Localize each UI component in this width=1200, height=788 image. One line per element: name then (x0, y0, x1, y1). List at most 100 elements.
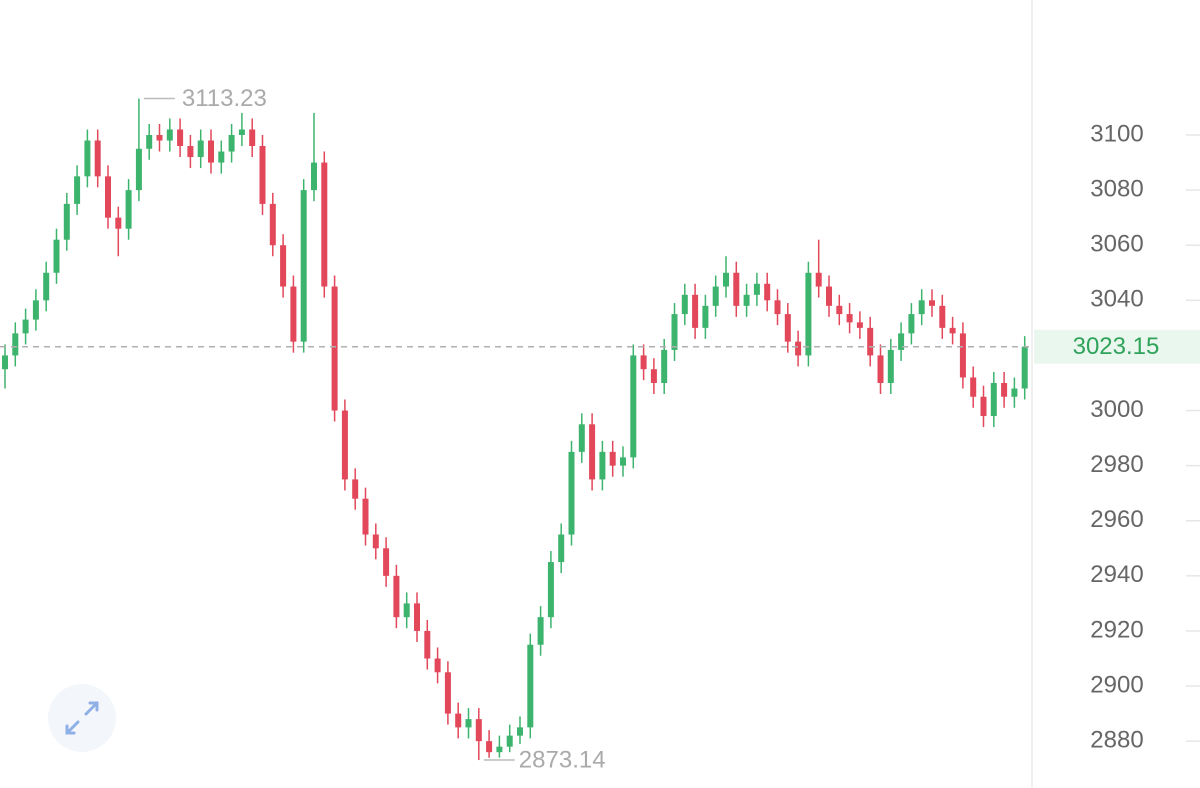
candle-body (990, 382, 997, 417)
candle-body (743, 294, 750, 306)
candle-body (805, 272, 812, 356)
candle-body (867, 327, 874, 356)
candle-body (105, 176, 111, 218)
candle-body (712, 286, 719, 306)
candle-body (877, 355, 884, 383)
candle-body (115, 217, 122, 229)
expand-bg[interactable] (48, 684, 116, 752)
candle-body (53, 239, 60, 273)
candle-body (898, 333, 905, 350)
candle-body (856, 322, 863, 328)
y-tick-label: 3100 (1090, 120, 1143, 147)
candle-body (949, 327, 956, 334)
candle-body (795, 341, 802, 356)
candle-body (218, 151, 225, 163)
candle-body (280, 245, 287, 287)
candle-body (43, 272, 50, 301)
candle-body (537, 617, 544, 645)
candle-body (486, 741, 493, 753)
candle-body (547, 562, 554, 618)
candle-body (228, 135, 235, 152)
candle-body (12, 333, 19, 356)
candle-body (156, 135, 163, 141)
candle-body (311, 162, 317, 191)
candle-body (609, 451, 616, 466)
candle-body (630, 355, 637, 458)
candle-body (177, 129, 184, 147)
candle-body (568, 451, 575, 535)
candle-body (784, 314, 791, 342)
candle-body (517, 727, 523, 736)
candle-body (970, 377, 977, 397)
y-tick-label: 2940 (1090, 561, 1143, 588)
axis-panel (1032, 0, 1200, 788)
candle-body (1001, 382, 1008, 397)
candle-body (2, 355, 8, 370)
candle-body (300, 190, 307, 342)
candle-body (208, 140, 214, 163)
candle-body (733, 272, 740, 306)
candle-body (32, 300, 39, 320)
y-tick-label: 3000 (1090, 396, 1143, 423)
candle-body (187, 146, 194, 158)
candle-body (74, 176, 81, 204)
y-tick-label: 2960 (1090, 506, 1143, 533)
candle-body (22, 319, 29, 334)
y-tick-label: 2920 (1090, 616, 1143, 643)
candle-body (383, 548, 390, 576)
candle-body (352, 479, 359, 499)
candle-body (197, 140, 204, 158)
candle-body (589, 424, 596, 480)
candle-body (434, 658, 441, 673)
candle-body (63, 203, 70, 240)
candle-body (496, 746, 503, 753)
candle-body (640, 355, 647, 370)
candle-body (774, 300, 781, 315)
candle-body (959, 333, 966, 378)
y-tick-label: 2900 (1090, 671, 1143, 698)
candle-body (661, 349, 668, 383)
candle-body (84, 140, 91, 177)
candle-body (506, 735, 513, 747)
candle-body (918, 300, 925, 315)
candle-body (527, 644, 534, 728)
expand-icon[interactable] (65, 701, 99, 735)
candle-body (125, 190, 132, 229)
candle-body (599, 451, 606, 480)
candle-body (269, 203, 276, 246)
y-tick-label: 3080 (1090, 175, 1143, 202)
candle-body (444, 672, 451, 714)
candle-body (846, 314, 853, 323)
low-label: 2873.14 (519, 746, 606, 773)
candle-body (764, 283, 771, 301)
candle-body (259, 146, 266, 204)
y-tick-label: 2880 (1090, 727, 1143, 754)
y-tick-label: 2980 (1090, 451, 1143, 478)
y-tick-label: 3060 (1090, 231, 1143, 258)
high-label: 3113.23 (182, 85, 267, 112)
expand-button[interactable] (48, 684, 116, 752)
last-price-label: 3023.15 (1073, 333, 1160, 360)
candle-body (1011, 388, 1018, 397)
candle-body (455, 713, 462, 728)
candle-body (620, 457, 626, 466)
candle-body (166, 129, 173, 141)
candle-body (702, 305, 709, 328)
candle-body (980, 396, 987, 417)
candle-body (836, 305, 843, 315)
candle-body (321, 162, 328, 287)
candle-body (815, 272, 822, 287)
candle-body (753, 283, 760, 295)
candle-body (94, 140, 101, 177)
candle-body (362, 498, 369, 535)
candle-body (290, 286, 297, 342)
candle-body (393, 575, 400, 618)
candle-body (414, 603, 420, 631)
candle-body (671, 314, 678, 350)
candle-body (650, 369, 657, 383)
candle-body (465, 719, 472, 728)
candle-body (826, 286, 832, 306)
candle-body (723, 272, 729, 287)
